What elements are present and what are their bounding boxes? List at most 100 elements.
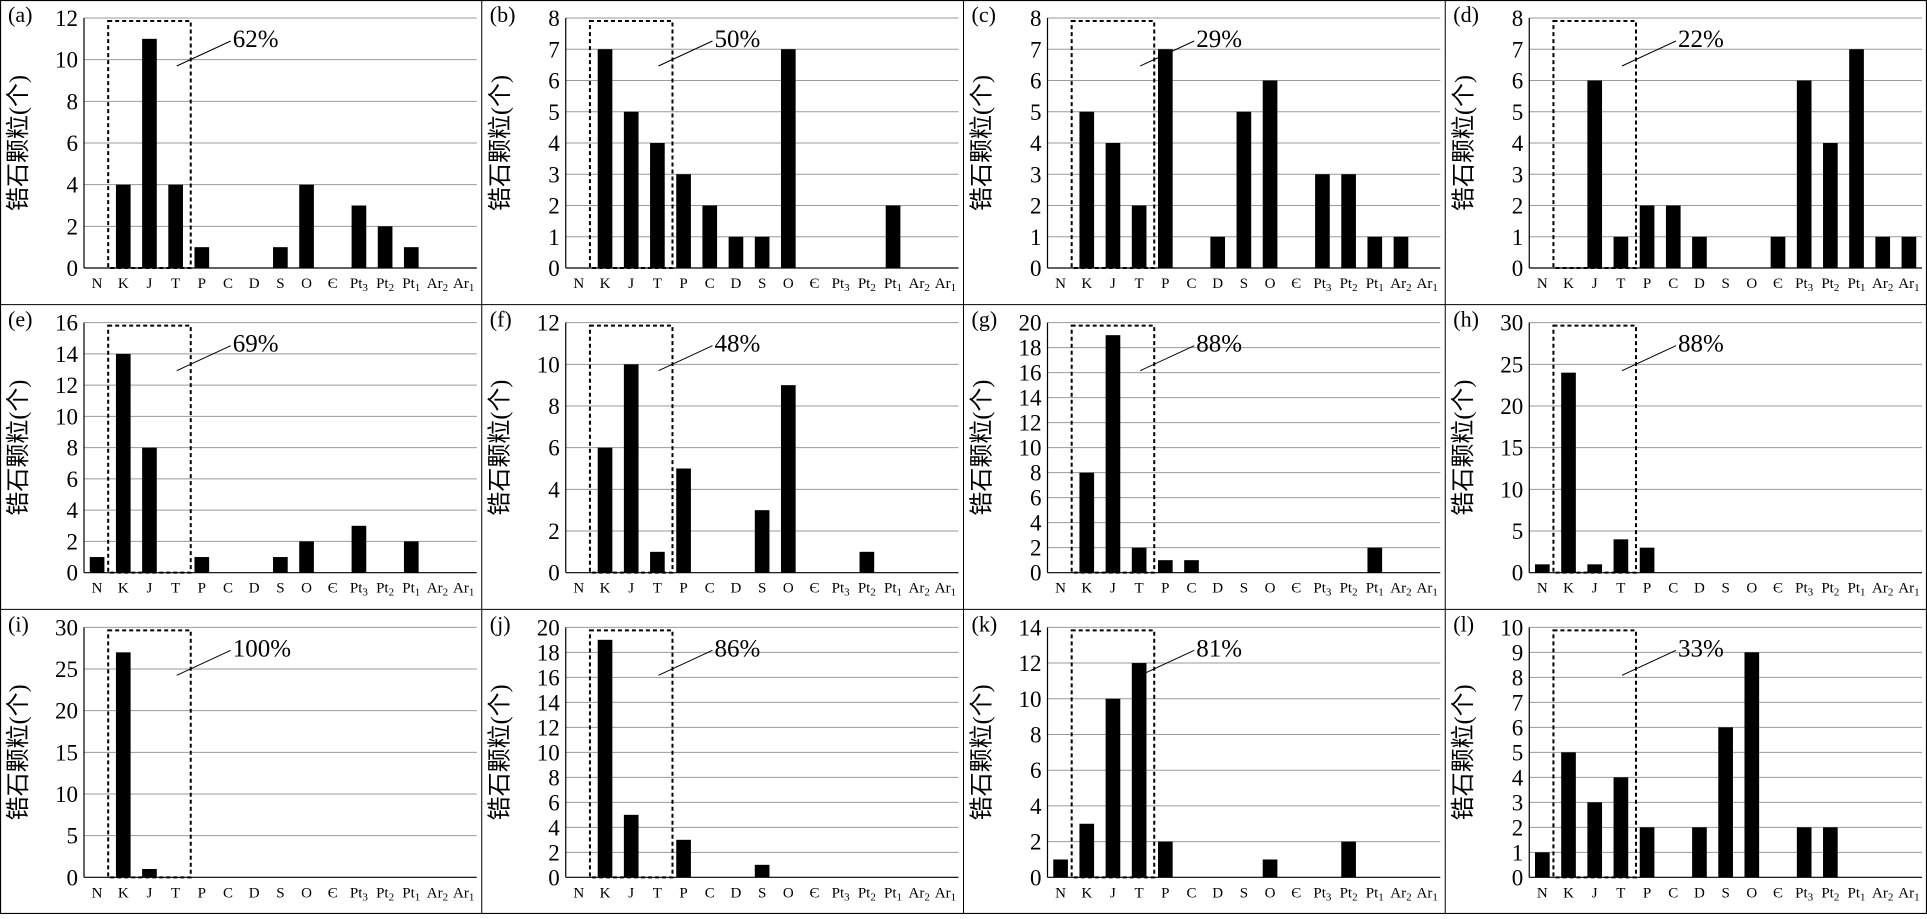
panel-label: (l): [1453, 611, 1474, 636]
chart-panel-h: (h) 锆石颗粒(个) 0 5 10 15 20 25 30 N K J T P C D S O Є Pt3 Pt2 Pt…: [1450, 307, 1922, 599]
highlight-leader-line: [1621, 40, 1677, 67]
bar-P: [1639, 547, 1655, 573]
x-tick-label: Pt1: [1366, 581, 1384, 599]
x-tick-label: C: [1668, 276, 1678, 292]
x-tick-label: O: [783, 885, 794, 901]
x-tick-label: T: [1135, 885, 1144, 901]
y-tick-label: 20: [537, 615, 560, 640]
bar-S: [273, 557, 288, 573]
bar-T: [650, 551, 665, 573]
highlight-leader-line: [1621, 649, 1677, 676]
chart-panel-d: (d) 锆石颗粒(个) 0 1 2 3 4 5 6 7 8 N K J T P C D S O Є Pt3 Pt2 Pt1 Ar…: [1450, 2, 1922, 294]
x-tick-label: Ar1: [935, 581, 956, 599]
x-tick-label: Pt2: [376, 581, 394, 599]
y-tick-label: 10: [537, 352, 560, 377]
x-tick-label: D: [1212, 885, 1223, 901]
bar-Ar₁: [1901, 236, 1917, 268]
x-tick-label: T: [171, 581, 180, 597]
x-tick-label: Pt1: [1848, 276, 1866, 294]
y-tick-label: 4: [548, 131, 560, 156]
x-tick-label: Pt3: [832, 581, 851, 599]
highlight-leader-line: [176, 649, 231, 676]
highlight-box: [1070, 20, 1156, 269]
bar-P: [1639, 205, 1655, 268]
x-tick-label: Pt1: [402, 885, 420, 903]
highlight-percent: 33%: [1678, 635, 1724, 662]
x-tick-label: D: [249, 276, 260, 292]
y-tick-label: 10: [1500, 615, 1523, 640]
panel-label: (j): [490, 611, 511, 636]
x-tick-label: Ar1: [935, 276, 956, 294]
bar-Є: [1770, 236, 1786, 268]
y-tick-label: 30: [55, 615, 78, 640]
x-tick-label: Ar1: [453, 885, 474, 903]
bar-P: [194, 247, 210, 268]
x-tick-label: Ar1: [1898, 885, 1919, 903]
x-tick-label: K: [1081, 885, 1092, 901]
bar-N: [1535, 852, 1550, 878]
y-tick-label: 2: [67, 214, 79, 239]
x-tick-label: Ar1: [1898, 581, 1919, 599]
bar-Pt₂: [1823, 143, 1838, 268]
x-tick-label: O: [1265, 276, 1276, 292]
bar-O: [1262, 80, 1278, 268]
panel-label: (e): [8, 307, 32, 332]
y-tick-label: 5: [1512, 740, 1524, 765]
chart-panel-i: (i) 锆石颗粒(个) 0 5 10 15 20 25 30 N K J T P C D S O Є Pt3 Pt2 Pt…: [5, 611, 477, 903]
highlight-leader-line: [1140, 649, 1195, 676]
x-tick-label: S: [1721, 885, 1729, 901]
y-axis-label: 锆石颗粒(个): [5, 75, 32, 211]
y-tick-label: 1: [1512, 840, 1524, 865]
x-tick-label: O: [783, 276, 794, 292]
x-tick-label: Є: [1773, 276, 1783, 292]
bar-Pt₃: [351, 205, 367, 268]
y-tick-label: 6: [1030, 486, 1042, 511]
highlight-percent: 100%: [233, 635, 291, 662]
y-tick-label: 6: [548, 69, 560, 94]
bar-Pt₃: [1796, 80, 1812, 268]
x-tick-label: P: [1161, 276, 1169, 292]
y-tick-label: 15: [1500, 436, 1523, 461]
bar-S: [1718, 727, 1733, 878]
x-tick-label: Ar2: [1872, 581, 1893, 599]
y-tick-label: 12: [537, 311, 560, 336]
chart-panel-f: (f) 锆石颗粒(个) 0 2 4 6 8 10 12 N K J T P C D S O Є Pt3 Pt2 Pt1 Ar…: [487, 307, 959, 599]
chart-panel-b: (b) 锆石颗粒(个) 0 1 2 3 4 5 6 7 8 N K J T P C D S O Є Pt3 Pt2 Pt1 Ar…: [487, 2, 959, 294]
bar-Pt₂: [1823, 827, 1838, 878]
x-tick-label: Pt2: [376, 276, 394, 294]
x-tick-label: Pt3: [1313, 885, 1332, 903]
x-tick-label: Pt1: [402, 276, 420, 294]
highlight-leader-line: [658, 649, 713, 676]
x-tick-label: O: [1746, 581, 1757, 597]
y-tick-label: 2: [1030, 194, 1042, 219]
chart-panel-c: (c) 锆石颗粒(个) 0 1 2 3 4 5 6 7 8 N K J T P C D S O Є Pt3 Pt2 Pt1 Ar…: [969, 2, 1441, 294]
y-tick-label: 14: [1019, 615, 1043, 640]
y-tick-label: 16: [537, 665, 560, 690]
bar-P: [194, 557, 210, 573]
x-tick-label: Ar1: [1416, 276, 1437, 294]
x-tick-label: Ar1: [453, 581, 474, 599]
x-tick-label: J: [1110, 581, 1116, 597]
x-tick-label: Pt3: [350, 581, 369, 599]
highlight-box: [588, 629, 674, 879]
bar-Pt₁: [1849, 49, 1864, 268]
x-tick-label: C: [1187, 581, 1197, 597]
x-tick-label: T: [1135, 276, 1144, 292]
y-tick-label: 25: [55, 657, 78, 682]
x-tick-label: Ar1: [935, 885, 956, 903]
highlight-leader-line: [1140, 345, 1195, 372]
y-tick-label: 0: [1030, 561, 1042, 586]
x-tick-label: K: [118, 885, 129, 901]
y-tick-label: 6: [548, 436, 560, 461]
bar-Pt₁: [403, 247, 419, 268]
y-tick-label: 2: [1512, 194, 1524, 219]
x-tick-label: Ar2: [909, 885, 930, 903]
bar-Pt₃: [351, 525, 367, 573]
y-axis-label: 锆石颗粒(个): [5, 684, 32, 820]
x-tick-label: O: [1265, 885, 1276, 901]
y-tick-label: 1: [1030, 225, 1042, 250]
bar-J: [142, 38, 157, 269]
x-tick-label: Pt3: [1795, 581, 1814, 599]
bar-O: [1744, 652, 1760, 878]
